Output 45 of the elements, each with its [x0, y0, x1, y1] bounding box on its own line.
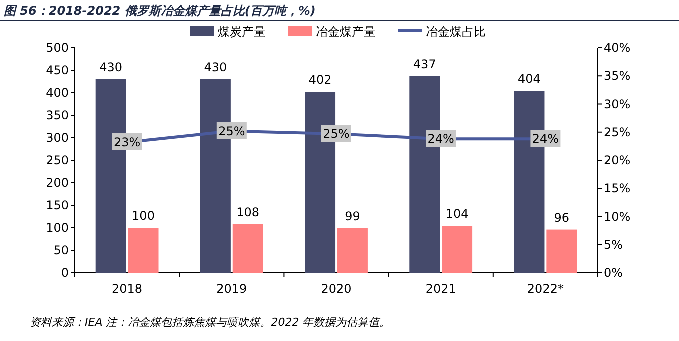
legend-label: 煤炭产量: [218, 25, 266, 39]
x-tick-label: 2020: [321, 282, 352, 296]
bar: [442, 226, 473, 273]
y2-tick-label: 5%: [604, 238, 624, 252]
data-label: 430: [100, 60, 123, 74]
data-label: 430: [204, 60, 228, 74]
x-tick-label: 2021: [426, 282, 456, 296]
y2-tick-label: 10%: [604, 210, 631, 224]
y2-tick-label: 0%: [604, 266, 624, 280]
data-label: 100: [132, 209, 155, 223]
x-tick-label: 2018: [112, 282, 143, 296]
text: 资料来源：IEA 注：冶金煤包括炼焦煤与喷吹煤。2022 年数据为估算值。: [30, 316, 391, 329]
data-label: 108: [236, 205, 260, 220]
bar: [546, 230, 578, 273]
y-tick-label: 250: [46, 154, 69, 168]
bar: [232, 224, 264, 273]
y-tick-label: 150: [46, 198, 69, 212]
y2-tick-label: 35%: [604, 69, 631, 84]
bar: [337, 228, 368, 273]
x-tick-label: 2019: [216, 282, 248, 296]
data-label: 404: [518, 72, 541, 86]
y-tick-label: 0: [61, 266, 69, 280]
y2-tick-label: 40%: [604, 41, 631, 55]
y-tick-label: 350: [46, 108, 69, 122]
y-tick-label: 50: [54, 244, 69, 258]
data-label: 96: [554, 210, 570, 225]
data-label: 99: [345, 209, 360, 224]
y-tick-label: 100: [46, 221, 69, 235]
data-label: 104: [446, 207, 469, 222]
y2-tick-label: 15%: [604, 182, 631, 196]
y2-tick-label: 20%: [604, 154, 631, 168]
y-tick-label: 400: [46, 86, 69, 100]
chart-title: 图 56：2018-2022 俄罗斯冶金煤产量占比(百万吨，%): [4, 4, 316, 18]
data-label: 402: [308, 73, 332, 88]
x-tick-label: 2022*: [527, 282, 564, 296]
legend-label: 冶金煤占比: [426, 25, 486, 39]
y-tick-label: 300: [46, 131, 69, 145]
y2-tick-label: 30%: [604, 97, 631, 112]
bar: [128, 228, 159, 273]
data-label: 437: [413, 57, 436, 72]
y-tick-label: 500: [46, 41, 69, 55]
y2-tick-label: 25%: [604, 125, 631, 140]
y-tick-label: 200: [46, 176, 69, 190]
y-tick-label: 450: [46, 64, 69, 78]
legend-label: 冶金煤产量: [316, 25, 376, 39]
